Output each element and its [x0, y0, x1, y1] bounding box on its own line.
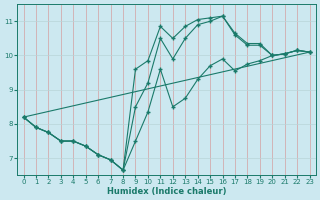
X-axis label: Humidex (Indice chaleur): Humidex (Indice chaleur) — [107, 187, 226, 196]
